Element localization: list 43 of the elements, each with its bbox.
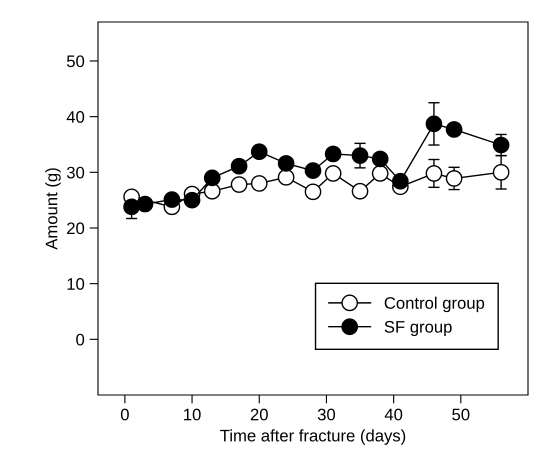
point <box>184 192 200 208</box>
x-tick-label: 20 <box>250 408 268 420</box>
point <box>304 162 322 179</box>
y-tick-label: 0 <box>76 334 84 346</box>
point <box>372 150 389 168</box>
point <box>446 170 462 187</box>
y-tick-label: 50 <box>66 55 84 68</box>
point <box>230 176 248 193</box>
point <box>352 182 368 200</box>
point <box>278 168 294 186</box>
y-tick-label: 10 <box>68 278 84 290</box>
point <box>204 182 221 200</box>
point <box>446 121 462 138</box>
x-tick-label: 10 <box>184 408 201 420</box>
y-tick-label: 30 <box>66 166 84 179</box>
point <box>352 147 368 164</box>
x-axis-title: Time after fracture (days) <box>220 429 406 445</box>
legend-label: SF group <box>384 320 452 336</box>
point <box>426 116 442 132</box>
point <box>204 170 221 186</box>
point <box>304 183 322 200</box>
x-tick-label: 40 <box>384 408 402 420</box>
point <box>164 191 180 208</box>
x-tick-label: 50 <box>452 408 470 420</box>
point <box>324 146 342 162</box>
legend-label: Control group <box>384 296 484 312</box>
point <box>372 165 389 182</box>
point <box>230 158 248 175</box>
point <box>136 196 154 212</box>
point <box>250 143 268 160</box>
x-tick-label: 0 <box>120 408 129 420</box>
point <box>492 136 510 154</box>
y-axis-title: Amount (g) <box>45 168 61 250</box>
point <box>324 165 342 182</box>
point <box>278 155 294 172</box>
point <box>250 175 268 192</box>
x-tick-label: 30 <box>318 408 336 420</box>
point <box>492 164 510 181</box>
y-tick-label: 40 <box>66 111 84 123</box>
y-tick-label: 20 <box>67 222 84 234</box>
point <box>123 198 140 216</box>
point <box>426 165 442 182</box>
point <box>392 172 409 190</box>
